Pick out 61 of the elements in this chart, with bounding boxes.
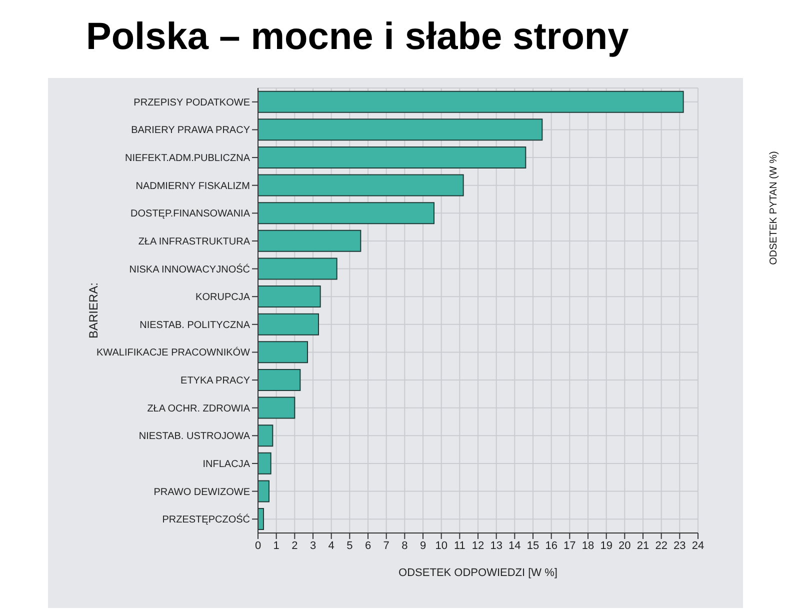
- x-tick-label: 14: [508, 540, 521, 552]
- x-tick-label: 8: [402, 540, 408, 552]
- y-tick-label: KWALIFIKACJE PRACOWNIKÓW: [96, 346, 251, 359]
- x-tick-label: 13: [490, 540, 502, 552]
- text: ODSETEK PYTAN (W %): [768, 151, 780, 265]
- bar: [258, 368, 301, 391]
- x-axis-title: ODSETEK ODPOWIEDZI [W %]: [398, 567, 558, 579]
- x-tick-label: 6: [364, 540, 372, 552]
- x-tick-label: 16: [545, 540, 558, 552]
- x-tick-label: 11: [454, 540, 466, 552]
- y-tick-label: NIESTAB. POLITYCZNA: [140, 320, 250, 331]
- x-tick-label: 23: [674, 540, 686, 552]
- bar: [258, 508, 264, 530]
- y-tick-label: DOSTĘP.FINANSOWANIA: [130, 208, 250, 220]
- y-axis-title: BARIERA:: [86, 282, 100, 339]
- x-tick-label: 9: [420, 540, 426, 552]
- y-tick-label: NISKA INNOWACYJNOŚĆ: [129, 263, 250, 276]
- y-tick-label: NADMIERNY FISKALIZM: [136, 180, 250, 192]
- x-tick-label: 5: [346, 540, 353, 552]
- x-tick-label: 15: [526, 540, 540, 552]
- x-tick-label: 0: [254, 540, 262, 552]
- bar: [258, 341, 308, 364]
- x-tick-label: 24: [692, 540, 704, 552]
- bar: [258, 118, 543, 141]
- x-tick-label: 20: [618, 540, 631, 552]
- y-tick-label: NIEFEKT.ADM.PUBLICZNA: [124, 153, 250, 164]
- y-tick-label: PRZESTĘPCZOŚĆ: [162, 514, 250, 526]
- bar: [258, 90, 684, 113]
- bar: [258, 146, 526, 168]
- y-tick-label: ZŁA OCHR. ZDROWIA: [147, 403, 250, 414]
- bar: [258, 396, 296, 419]
- y-tick-label: ETYKA PRACY: [180, 376, 250, 387]
- y-tick-label: PRZEPISY PODATKOWE: [134, 97, 250, 108]
- chart-title: Polska – mocne i słabe strony: [86, 16, 629, 59]
- x-tick-label: 4: [328, 540, 334, 552]
- x-tick-label: 1: [273, 540, 280, 552]
- x-tick-label: 18: [582, 540, 594, 552]
- x-tick-label: 2: [292, 540, 298, 552]
- x-tick-label: 17: [564, 540, 576, 552]
- x-tick-label: 3: [310, 540, 316, 552]
- x-tick-label: 22: [655, 540, 668, 552]
- bar: [258, 230, 362, 252]
- y-tick-label: INFLACJA: [202, 458, 250, 470]
- bar: [258, 174, 464, 196]
- bar: [258, 313, 319, 336]
- y-tick-label: ZŁA INFRASTRUKTURA: [138, 236, 250, 248]
- y-tick-label: KORUPCJA: [196, 292, 250, 304]
- bar: [258, 202, 434, 224]
- y-tick-label: NIESTAB. USTROJOWA: [138, 431, 250, 442]
- bar: [258, 480, 270, 502]
- y-tick-label: BARIERY PRAWA PRACY: [131, 125, 250, 136]
- bar: [258, 286, 321, 308]
- bar: [258, 452, 272, 474]
- bar: [258, 258, 338, 280]
- x-tick-label: 21: [636, 540, 650, 552]
- y-tick-label: PRAWO DEWIZOWE: [154, 486, 250, 498]
- x-tick-label: 7: [383, 540, 390, 552]
- x-tick-label: 10: [435, 540, 448, 552]
- x-tick-label: 12: [472, 540, 484, 552]
- x-tick-label: 19: [600, 540, 612, 552]
- bar: [258, 424, 274, 447]
